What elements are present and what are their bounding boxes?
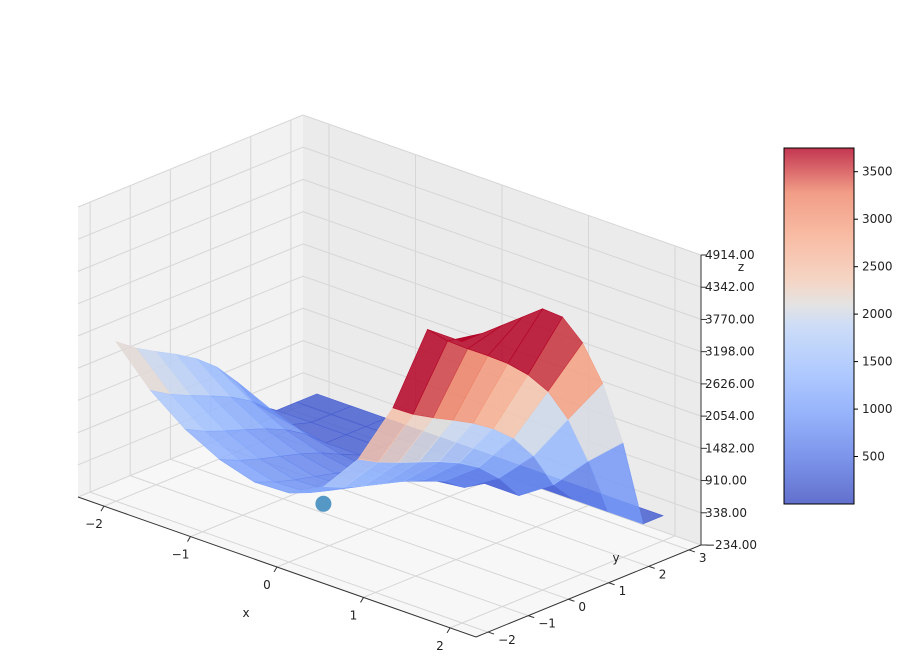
colorbar-gradient <box>784 148 854 504</box>
x-tick-label: 0 <box>263 578 271 592</box>
z-tick-label: 3198.00 <box>705 345 755 359</box>
colorbar-ticks: 500 1000 1500 2000 2500 3000 3500 <box>854 165 893 464</box>
x-axis-label: x <box>242 606 249 620</box>
x-tick-label: 1 <box>350 608 358 622</box>
y-tick-mark <box>568 598 575 602</box>
colorbar-tick-label: 2500 <box>862 260 893 274</box>
y-axis-ticks: −2 −1 0 1 2 3 <box>487 549 707 647</box>
colorbar-tick-label: 3500 <box>862 165 893 179</box>
x-tick-mark <box>187 536 191 542</box>
colorbar-tick-label: 1000 <box>862 402 893 416</box>
x-tick-label: 2 <box>436 639 444 653</box>
x-tick-mark <box>100 505 105 512</box>
y-tick-label: 3 <box>699 551 707 565</box>
colorbar-tick-label: 500 <box>862 450 885 464</box>
z-axis-ticks: −234.00 338.00 910.00 1482.00 2054.00 2626.00… <box>701 248 757 552</box>
y-axis-line <box>475 544 702 638</box>
z-gridline <box>77 146 702 288</box>
marker-point <box>315 495 332 512</box>
z-tick-label: −234.00 <box>705 538 757 552</box>
x-tick-label: −1 <box>172 548 190 562</box>
y-tick-label: −2 <box>498 633 516 647</box>
z-tick-label: 2054.00 <box>705 409 755 423</box>
z-tick-label: 2626.00 <box>705 377 755 391</box>
marker-layer <box>315 495 332 512</box>
surface-patch <box>427 329 483 342</box>
y-tick-label: −1 <box>538 617 556 631</box>
surface <box>115 308 664 525</box>
colorbar-frame <box>783 147 855 505</box>
y-tick-mark <box>487 631 495 635</box>
colorbar-tick-label: 2000 <box>862 307 893 321</box>
x-tick-mark <box>360 597 364 603</box>
colorbar-tick-label: 1500 <box>862 355 893 369</box>
y-tick-label: 1 <box>619 584 627 598</box>
y-tick-label: 2 <box>659 567 667 581</box>
z-tick-label: 1482.00 <box>705 441 755 455</box>
x-tick-mark <box>273 566 278 573</box>
y-tick-mark <box>688 549 696 553</box>
colorbar: 500 1000 1500 2000 2500 3000 3500 <box>783 147 893 505</box>
x-tick-label: −2 <box>85 517 103 531</box>
y-tick-mark <box>648 565 655 569</box>
z-axis-label: z <box>738 260 744 274</box>
z-tick-label: 3770.00 <box>705 312 755 326</box>
z-tick-label: 4914.00 <box>705 248 755 262</box>
z-gridline <box>77 114 702 256</box>
y-axis-label: y <box>612 551 619 565</box>
y-tick-mark <box>528 615 535 619</box>
x-tick-mark <box>446 627 451 634</box>
y-tick-mark <box>608 582 615 586</box>
z-tick-label: 4342.00 <box>705 280 755 294</box>
y-tick-label: 0 <box>578 600 586 614</box>
colorbar-tick-label: 3000 <box>862 212 893 226</box>
x-axis-ticks: −2 −1 0 1 2 <box>85 505 451 653</box>
z-tick-label: 910.00 <box>705 474 747 488</box>
z-tick-label: 338.00 <box>705 506 747 520</box>
z-gridline <box>77 211 702 353</box>
z-gridline <box>77 178 702 320</box>
